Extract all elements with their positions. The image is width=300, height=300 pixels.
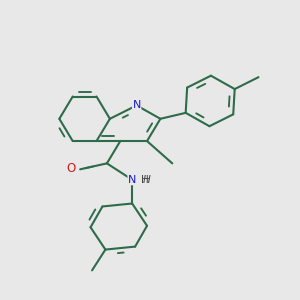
Text: N: N — [128, 175, 136, 185]
Text: N: N — [132, 100, 141, 110]
Text: O: O — [66, 161, 75, 174]
Text: N: N — [128, 175, 136, 185]
Text: N: N — [132, 100, 141, 110]
Text: H: H — [142, 175, 150, 185]
Text: O: O — [66, 162, 76, 175]
Text: H: H — [141, 175, 149, 185]
